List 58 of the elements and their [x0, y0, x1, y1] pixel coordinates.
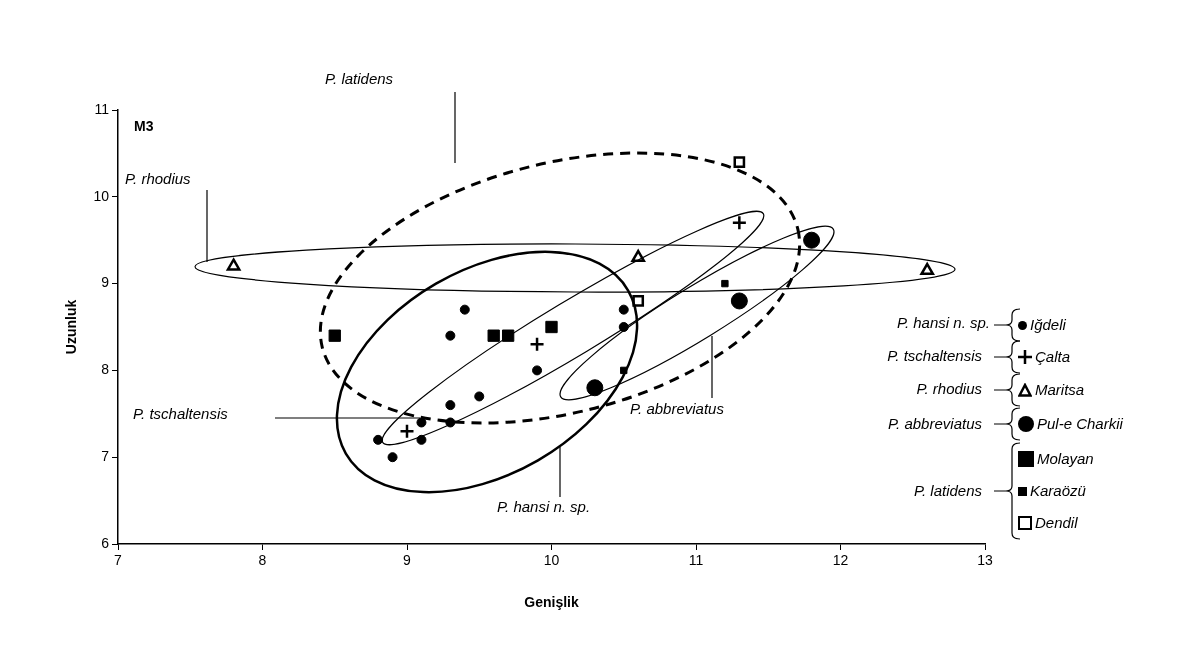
point	[632, 295, 645, 307]
point	[532, 365, 543, 376]
annotation: P. tschaltensis	[887, 347, 982, 365]
annotation: P. rhodius	[916, 380, 982, 398]
point	[803, 231, 821, 249]
x-tick-label: 13	[977, 552, 993, 569]
point	[445, 330, 456, 341]
legend-label: Iğdeli	[1030, 316, 1066, 334]
legend-label: Karaözü	[1030, 482, 1086, 500]
point	[416, 417, 427, 428]
annotation: P. abbreviatus	[888, 415, 982, 433]
point	[487, 329, 500, 342]
x-tick-label: 11	[688, 552, 704, 569]
point	[618, 304, 629, 315]
annotation: P. rhodius	[125, 170, 191, 188]
annotation: P. abbreviatus	[630, 400, 724, 418]
point	[373, 434, 384, 445]
point	[731, 215, 748, 231]
x-axis-title: Genişlik	[524, 594, 579, 611]
y-tick-label: 9	[101, 274, 110, 291]
point	[920, 262, 935, 276]
annotation: P. latidens	[913, 482, 982, 500]
x-tick-label: 12	[832, 552, 849, 569]
y-tick-label: 11	[94, 100, 110, 117]
point	[416, 434, 427, 445]
point	[721, 279, 729, 288]
point	[459, 304, 470, 315]
point	[399, 423, 415, 439]
point	[445, 400, 456, 411]
y-tick-label: 7	[101, 448, 110, 465]
legend-label: Dendil	[1035, 514, 1078, 532]
annotation: P. hansi n. sp.	[896, 314, 990, 332]
legend-label: Maritsa	[1035, 381, 1085, 399]
point	[586, 379, 604, 397]
point	[529, 336, 545, 353]
y-tick-label: 8	[101, 361, 110, 378]
point	[501, 329, 515, 342]
x-tick-label: 10	[543, 552, 560, 569]
point	[730, 292, 748, 310]
text: P. latidens	[325, 70, 394, 88]
point	[733, 156, 746, 168]
legend-label: Molayan	[1037, 450, 1094, 468]
y-tick-label: 10	[93, 187, 110, 204]
point	[387, 452, 398, 463]
point	[226, 258, 241, 271]
annotation: P. tschaltensis	[133, 405, 228, 423]
annotation: M3	[134, 117, 154, 135]
y-axis-title: Uzunluk	[63, 299, 80, 355]
legend-label: Pul-e Charkii	[1037, 415, 1123, 433]
x-tick-label: 9	[403, 552, 412, 569]
annotation: P. hansi n. sp.	[497, 498, 591, 516]
point	[328, 329, 341, 342]
point	[545, 320, 558, 334]
x-tick-label: 8	[258, 552, 267, 569]
point	[474, 391, 485, 402]
x-tick-label: 7	[114, 552, 123, 569]
y-tick-label: 6	[101, 534, 110, 551]
legend-label: Çalta	[1035, 348, 1071, 366]
